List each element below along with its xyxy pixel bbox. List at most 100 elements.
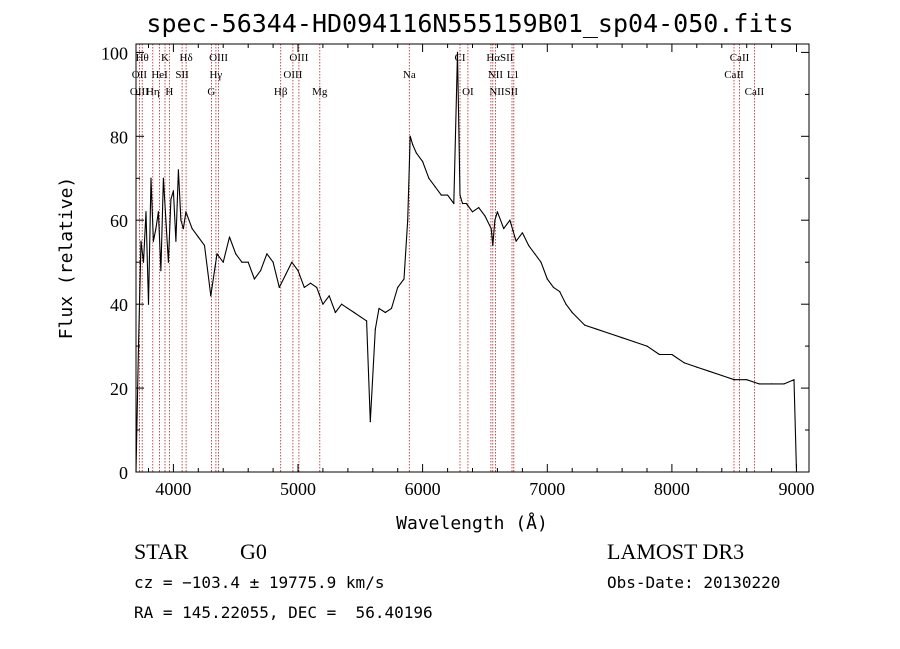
line-label: Mg bbox=[312, 86, 328, 98]
spectrum-point bbox=[559, 291, 561, 293]
spectrum-point bbox=[783, 383, 785, 385]
spectrum-point bbox=[142, 261, 145, 263]
spectrum-point bbox=[534, 253, 536, 255]
spectrum-point bbox=[434, 186, 436, 188]
spectrum-point bbox=[140, 240, 142, 242]
y-axis: 0 20 40 60 80 100 bbox=[101, 43, 809, 483]
spectrum-point bbox=[490, 228, 492, 230]
spectrum-point bbox=[546, 278, 548, 280]
spectrum-point bbox=[521, 232, 524, 234]
line-label: CI bbox=[455, 52, 466, 64]
object-class: STAR bbox=[134, 539, 189, 564]
y-tick-label: 20 bbox=[110, 379, 128, 399]
line-label: OIII bbox=[209, 52, 228, 64]
line-label: Hδ bbox=[180, 52, 193, 64]
line-label: K bbox=[161, 52, 169, 64]
spectrum-point bbox=[260, 270, 262, 272]
spectrum-point bbox=[565, 303, 567, 305]
spectrum-point bbox=[222, 261, 224, 263]
line-label: HeI bbox=[151, 69, 168, 81]
line-label: OIII bbox=[289, 52, 308, 64]
observation-date: Obs-Date: 20130220 bbox=[607, 573, 781, 592]
spectrum-point bbox=[456, 51, 459, 54]
spectrum-point bbox=[175, 240, 177, 242]
spectrum-point bbox=[494, 219, 496, 221]
spectrum-point bbox=[366, 320, 368, 322]
spectrum-point bbox=[247, 261, 249, 263]
spectrum-point bbox=[621, 337, 623, 339]
line-label: CaII bbox=[745, 86, 765, 98]
line-label: Hβ bbox=[274, 86, 288, 98]
x-tick-label: 5000 bbox=[280, 479, 316, 499]
spectrum-point bbox=[540, 261, 542, 263]
y-tick-label: 80 bbox=[110, 127, 128, 147]
spectrum-point bbox=[145, 211, 147, 213]
x-tick-label: 9000 bbox=[779, 479, 815, 499]
coordinates-info: RA = 145.22055, DEC = 56.40196 bbox=[134, 603, 433, 622]
spectrum-point bbox=[721, 374, 723, 377]
spectrum-point bbox=[191, 228, 193, 230]
y-tick-label: 100 bbox=[101, 43, 128, 63]
spectrum-point bbox=[596, 328, 598, 330]
spectrum-point bbox=[658, 353, 661, 356]
spectral-line-labels: Hθ K Hδ OIII OIII CI HαSII CaII OII HeI SII Hγ OIII N… bbox=[130, 52, 765, 98]
line-label: Hθ bbox=[136, 52, 149, 64]
spectrum-point bbox=[683, 362, 686, 364]
line-label: OIII bbox=[283, 69, 302, 81]
line-label: HαSII bbox=[486, 52, 513, 64]
spectrum-point bbox=[203, 244, 206, 246]
x-tick-label: 8000 bbox=[654, 479, 690, 499]
line-label: Hη bbox=[146, 86, 160, 98]
spectrum-point bbox=[733, 379, 735, 381]
spectrum-point bbox=[484, 215, 486, 217]
spectrum-point bbox=[384, 311, 386, 314]
spectrum-point bbox=[793, 379, 795, 381]
y-tick-label: 60 bbox=[110, 211, 128, 231]
spectrum-point bbox=[216, 253, 218, 255]
spectrum-point bbox=[341, 303, 343, 305]
spectrum-point bbox=[328, 295, 330, 297]
spectrum-point bbox=[552, 286, 555, 288]
x-tick-label: 7000 bbox=[529, 479, 565, 499]
line-label: SII bbox=[175, 69, 189, 81]
spectrum-point bbox=[165, 219, 167, 221]
spectral-line-markers bbox=[138, 44, 755, 472]
line-label: Na bbox=[403, 69, 416, 81]
spectrum-point bbox=[241, 261, 243, 263]
spectrum-point bbox=[633, 341, 636, 343]
spectrum-point bbox=[177, 169, 179, 171]
spectrum-point bbox=[708, 370, 710, 372]
spectrum-point bbox=[285, 274, 287, 276]
spectrum-point bbox=[771, 383, 773, 385]
chart-title: spec-56344-HD094116N555159B01_sp04-050.f… bbox=[146, 9, 793, 38]
redshift-info: cz = −103.4 ± 19775.9 km/s bbox=[134, 573, 385, 592]
spectrum-point bbox=[150, 177, 152, 179]
spectrum-point bbox=[297, 270, 299, 272]
spectrum-point bbox=[272, 261, 274, 263]
spectrum-point bbox=[374, 328, 376, 330]
spectrum-point bbox=[291, 261, 293, 263]
spectrum-point bbox=[347, 307, 349, 309]
spectrum-point bbox=[369, 421, 371, 423]
spectrum-point bbox=[496, 211, 498, 213]
spectrum-point bbox=[758, 383, 760, 385]
spectrum-point bbox=[459, 194, 461, 196]
spectrum-point bbox=[403, 278, 405, 280]
spectrum-point bbox=[167, 261, 169, 263]
spectrum-point bbox=[266, 253, 268, 255]
spectrum-point bbox=[528, 244, 530, 246]
line-label: NII bbox=[488, 69, 504, 81]
y-axis-label: Flux (relative) bbox=[56, 177, 77, 340]
spectrum-point bbox=[253, 278, 255, 280]
spectrum-point bbox=[471, 211, 474, 213]
spectrum-point bbox=[155, 228, 157, 230]
spectrum-point bbox=[407, 219, 409, 221]
y-tick-label: 40 bbox=[110, 295, 128, 315]
spectrum-point bbox=[157, 211, 159, 213]
x-axis-label: Wavelength (Å) bbox=[396, 512, 548, 534]
spectrum-point bbox=[235, 253, 237, 255]
spectrum-series bbox=[135, 51, 798, 473]
spectrum-point bbox=[465, 202, 467, 205]
spectrum-point bbox=[303, 286, 305, 288]
